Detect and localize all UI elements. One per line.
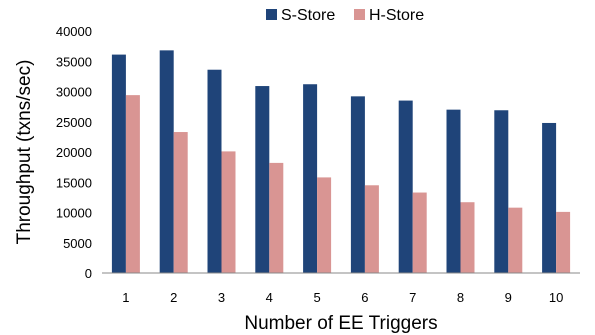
- bar-h-store-6: [364, 185, 379, 273]
- bar-s-store-1: [111, 54, 126, 273]
- bar-s-store-5: [303, 84, 318, 274]
- bar-h-store-5: [317, 177, 332, 273]
- legend-swatch-s-store: [266, 9, 277, 20]
- legend-label: S-Store: [281, 7, 335, 24]
- bar-h-store-2: [173, 132, 188, 273]
- bar-h-store-9: [508, 207, 523, 273]
- bar-s-store-8: [446, 109, 461, 274]
- legend-label: H-Store: [369, 7, 424, 24]
- bar-s-store-4: [255, 86, 270, 274]
- x-tick-label: 6: [361, 290, 368, 305]
- x-tick-label: 4: [266, 290, 273, 305]
- bar-h-store-3: [221, 151, 236, 273]
- bar-s-store-2: [159, 50, 174, 273]
- y-axis-title: Throughput (txns/sec): [14, 60, 35, 245]
- bar-h-store-8: [460, 202, 475, 273]
- y-tick-label: 10000: [56, 206, 92, 221]
- bars: [111, 50, 571, 274]
- x-tick-label: 1: [122, 290, 129, 305]
- x-tick-label: 7: [409, 290, 416, 305]
- bar-s-store-6: [350, 96, 365, 273]
- bar-h-store-7: [412, 192, 427, 273]
- legend: S-Store H-Store: [266, 7, 424, 24]
- bar-h-store-1: [125, 95, 140, 273]
- y-tick-label: 15000: [56, 175, 92, 190]
- y-tick-label: 40000: [56, 24, 92, 39]
- bar-s-store-10: [542, 122, 557, 274]
- x-tick-label: 3: [218, 290, 225, 305]
- x-axis-ticks: 1 2 3 4 5 6 7 8 9 10: [122, 290, 563, 305]
- bar-h-store-4: [269, 162, 284, 273]
- bar-s-store-3: [207, 69, 222, 273]
- y-axis-ticks: 0 5000 10000 15000 20000 25000 30000 35000 40000: [56, 24, 92, 281]
- y-tick-label: 25000: [56, 115, 92, 130]
- y-tick-label: 30000: [56, 85, 92, 100]
- bar-h-store-10: [556, 211, 571, 273]
- bar-s-store-7: [398, 100, 413, 273]
- y-tick-label: 35000: [56, 54, 92, 69]
- x-tick-label: 10: [549, 290, 563, 305]
- x-tick-label: 9: [505, 290, 512, 305]
- bar-s-store-9: [494, 110, 509, 273]
- x-tick-label: 8: [457, 290, 464, 305]
- y-tick-label: 0: [85, 266, 92, 281]
- x-axis-title: Number of EE Triggers: [244, 313, 437, 334]
- x-tick-label: 5: [313, 290, 320, 305]
- legend-swatch-h-store: [354, 9, 365, 20]
- y-tick-label: 20000: [56, 145, 92, 160]
- x-tick-label: 2: [170, 290, 177, 305]
- y-tick-label: 5000: [63, 236, 92, 251]
